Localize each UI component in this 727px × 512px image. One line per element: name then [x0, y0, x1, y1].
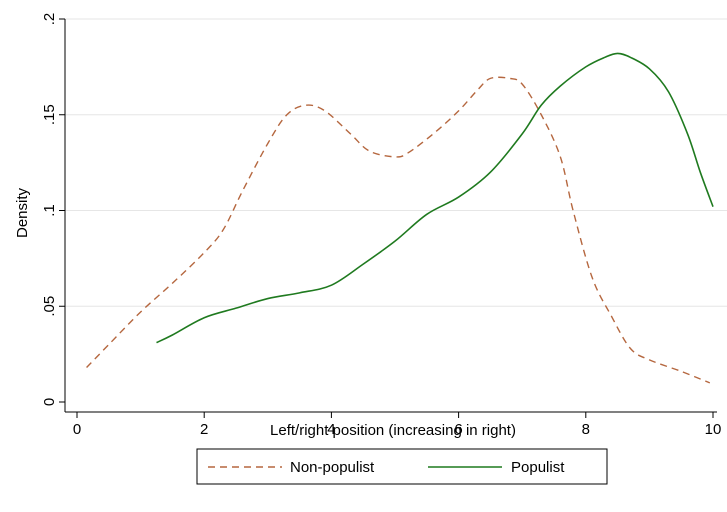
- legend-label-populist: Populist: [511, 459, 565, 476]
- series-line-non-populist: [86, 76, 711, 384]
- y-tick-label: .1: [41, 204, 58, 217]
- y-tick-label: .15: [41, 104, 58, 125]
- series-line-populist: [156, 52, 714, 344]
- ticks: 0 .05 .1 .15 .2 0 2 4 6 8 10: [41, 13, 721, 438]
- legend: Non-populist Populist: [196, 448, 608, 485]
- series: [86, 52, 714, 384]
- gridlines: [65, 18, 727, 307]
- y-tick-label: .05: [41, 296, 58, 317]
- x-axis-title: Left/right position (increasing in right…: [270, 422, 516, 439]
- x-tick-label: 0: [73, 421, 81, 438]
- x-tick-label: 2: [200, 421, 208, 438]
- y-tick-label: .2: [41, 13, 58, 26]
- x-tick-label: 4: [327, 421, 335, 438]
- axes: [64, 19, 717, 413]
- x-tick-label: 6: [454, 421, 462, 438]
- legend-box: [196, 448, 608, 485]
- y-axis-title: Density: [14, 187, 31, 238]
- x-tick-label: 10: [705, 421, 722, 438]
- x-tick-label: 8: [582, 421, 590, 438]
- y-tick-label: 0: [41, 398, 58, 406]
- legend-label-non-populist: Non-populist: [290, 459, 375, 476]
